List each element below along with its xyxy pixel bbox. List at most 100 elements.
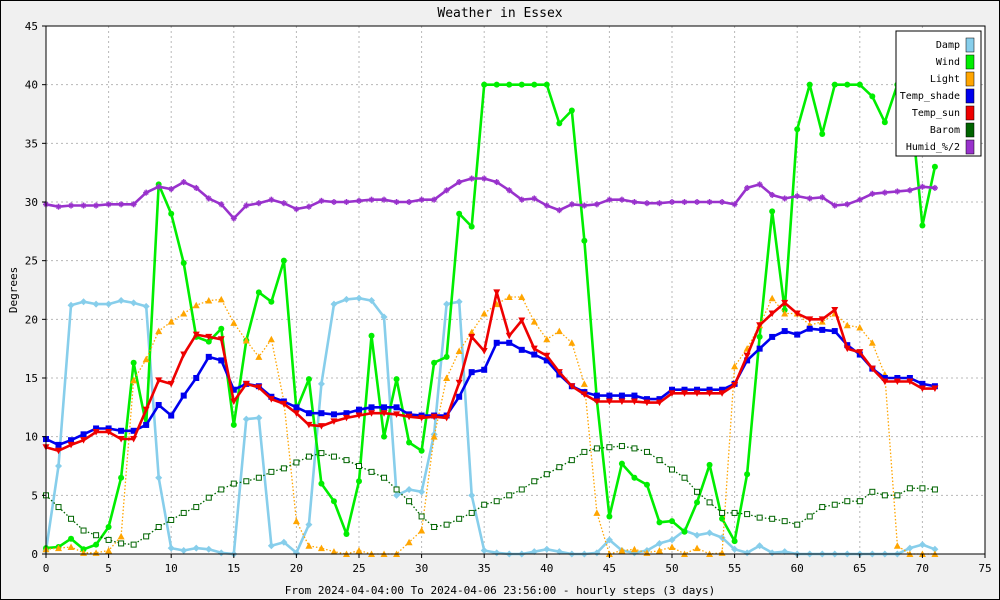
x-tick-label: 65 (853, 562, 866, 575)
data-point (230, 386, 237, 393)
data-point (405, 413, 413, 421)
data-point-stroke (268, 197, 274, 203)
data-point (731, 201, 738, 208)
data-point (568, 201, 575, 208)
y-tick-label: 20 (25, 313, 38, 326)
data-point (731, 509, 738, 516)
data-point (355, 294, 363, 302)
data-point (881, 492, 888, 499)
data-point (180, 509, 187, 516)
data-point (893, 378, 901, 386)
data-point (155, 377, 163, 384)
data-point (518, 346, 525, 353)
series-layer (42, 81, 939, 558)
data-point (894, 375, 901, 381)
data-point (668, 536, 676, 544)
data-point (506, 81, 513, 88)
data-point-stroke (456, 179, 462, 185)
data-point (555, 327, 563, 335)
data-point (918, 385, 926, 393)
data-point (506, 492, 513, 499)
data-point (781, 328, 788, 335)
data-point (693, 390, 701, 397)
data-point (668, 543, 676, 550)
data-point (192, 331, 200, 339)
data-point (406, 498, 413, 505)
data-point (506, 339, 513, 346)
data-point (243, 478, 250, 485)
data-point (543, 357, 550, 364)
y-tick-label: 45 (25, 20, 38, 33)
data-point (618, 546, 626, 554)
data-point (819, 326, 826, 333)
data-point (906, 375, 913, 381)
data-point (68, 515, 75, 522)
data-point (68, 437, 75, 444)
data-point (368, 404, 375, 411)
data-point (130, 299, 138, 307)
legend-label: Wind (936, 57, 960, 68)
data-point-stroke (619, 197, 625, 203)
data-point (731, 545, 739, 553)
data-point-stroke (381, 197, 387, 203)
data-point (305, 421, 313, 429)
data-point (806, 325, 813, 332)
data-point (868, 339, 876, 346)
data-point (718, 534, 726, 542)
x-tick-label: 40 (540, 562, 553, 575)
data-point (168, 412, 175, 419)
data-point-stroke (281, 200, 287, 206)
data-point (606, 392, 613, 399)
data-point-stroke (732, 201, 738, 207)
data-point (455, 347, 463, 355)
data-point (205, 333, 213, 341)
data-point (681, 199, 688, 205)
y-tick-label: 5 (31, 489, 38, 502)
data-point (856, 498, 863, 505)
data-point-stroke (894, 189, 900, 194)
data-point (743, 352, 751, 360)
data-point (493, 179, 500, 186)
data-point (242, 336, 250, 344)
data-point (80, 546, 87, 553)
data-point (80, 202, 87, 209)
data-point (919, 485, 926, 492)
data-point (931, 184, 938, 191)
data-point (380, 410, 388, 417)
x-tick-label: 5 (105, 562, 112, 575)
data-point (543, 352, 551, 360)
data-point (781, 299, 789, 307)
data-point (794, 521, 801, 528)
data-point-stroke (857, 197, 863, 203)
data-point (418, 513, 425, 520)
data-point (744, 184, 751, 191)
data-point (543, 202, 550, 209)
data-point (105, 300, 113, 308)
legend-swatch (965, 88, 975, 104)
data-point (343, 199, 350, 205)
data-point (694, 386, 701, 393)
data-point (455, 379, 463, 387)
data-point (518, 317, 526, 325)
data-point (68, 202, 75, 209)
data-point (906, 378, 914, 386)
data-point (318, 450, 325, 457)
data-point (393, 491, 401, 499)
data-point-stroke (394, 199, 399, 205)
x-tick-label: 55 (728, 562, 741, 575)
data-point (356, 478, 362, 485)
data-point (180, 260, 187, 267)
data-point (267, 396, 275, 403)
data-point-stroke (106, 201, 112, 207)
data-point (155, 401, 162, 408)
data-point (155, 524, 162, 531)
data-point (843, 345, 851, 353)
data-point (580, 391, 588, 398)
data-point (906, 544, 914, 552)
data-point-stroke (594, 201, 600, 207)
data-point (618, 460, 625, 467)
data-point (342, 414, 350, 422)
data-point (581, 202, 588, 209)
data-point (630, 545, 638, 553)
data-point (280, 465, 287, 472)
